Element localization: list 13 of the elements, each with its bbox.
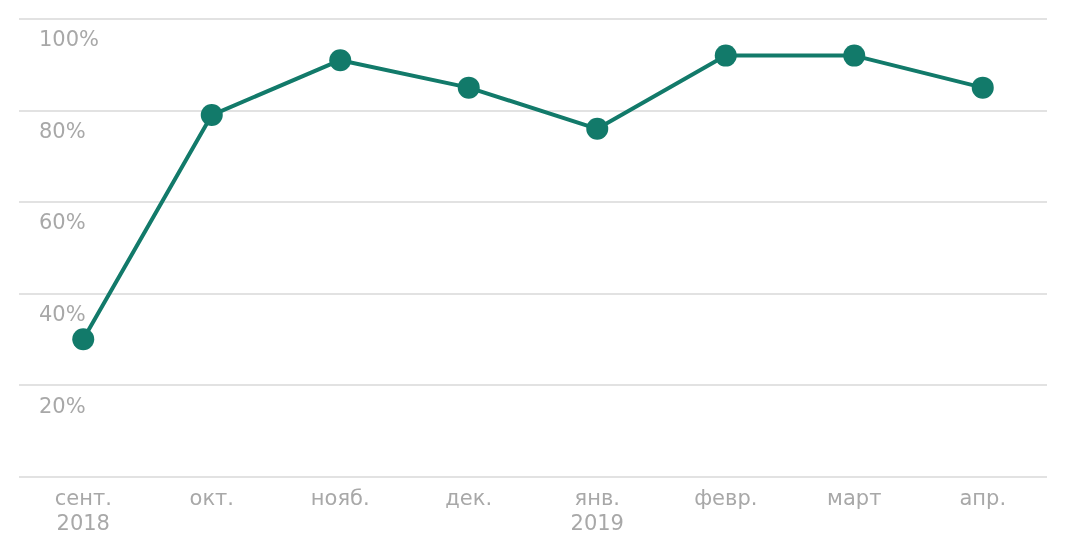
- y-tick-label: 100%: [39, 27, 100, 52]
- x-tick-label: сент. 2018: [54, 485, 112, 535]
- y-tick-label: 80%: [39, 118, 86, 143]
- y-tick-label: 60%: [39, 210, 86, 235]
- x-tick-label: нояб.: [310, 485, 370, 510]
- x-tick-label: февр.: [694, 485, 758, 510]
- x-tick-label: март: [827, 485, 882, 510]
- x-tick-label: дек.: [445, 485, 493, 510]
- y-tick-label: 20%: [39, 393, 86, 418]
- y-tick-label: 40%: [39, 302, 86, 327]
- x-tick-label: окт.: [189, 485, 234, 510]
- x-tick-label: янв. 2019: [570, 485, 624, 535]
- x-tick-label: апр.: [959, 485, 1007, 510]
